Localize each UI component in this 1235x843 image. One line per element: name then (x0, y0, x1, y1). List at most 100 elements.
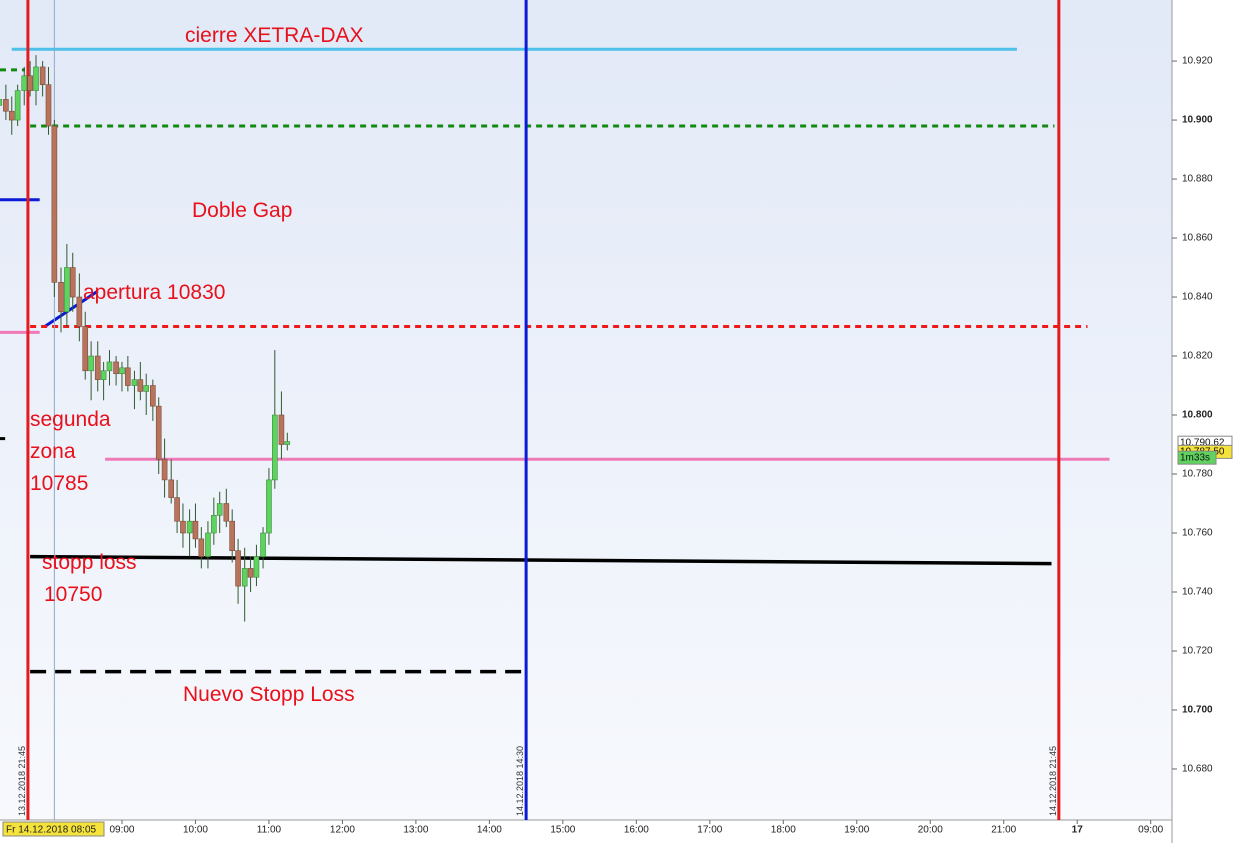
x-tick-label: 10:00 (183, 825, 208, 836)
candle-body (168, 479, 175, 498)
candle-body (278, 414, 285, 445)
candle-body (3, 99, 9, 112)
candle-body (76, 296, 83, 327)
candle-body (119, 367, 125, 375)
candle-body (216, 503, 223, 516)
candle-body (143, 385, 150, 392)
timer-box (1177, 450, 1217, 465)
candle-body (33, 66, 39, 91)
candle-body (8, 110, 15, 121)
candle-body (0, 99, 3, 106)
y-axis-panel (1172, 0, 1235, 843)
candle-body (106, 361, 113, 372)
y-tick-label: 10.880 (1182, 174, 1213, 185)
y-tick-label: 10.800 (1182, 410, 1213, 421)
y-tick-label: 10.840 (1182, 292, 1213, 303)
candle-body (211, 515, 217, 534)
x-tick-label: 15:00 (550, 825, 575, 836)
x-tick-label: 21:00 (991, 825, 1016, 836)
y-tick-label: 10.860 (1182, 233, 1213, 244)
candle-body (247, 568, 254, 578)
x-tick-label: 13:00 (403, 825, 428, 836)
candle-body (82, 326, 89, 372)
x-tick-label: 12:00 (330, 825, 355, 836)
x-tick-label: 11:00 (257, 825, 282, 836)
candle-body (39, 66, 46, 85)
level-line (43, 289, 99, 328)
y-tick-label: 10.920 (1182, 56, 1213, 67)
y-tick-label: 10.780 (1182, 469, 1213, 480)
candle-body (284, 441, 291, 445)
annotation: 10750 (44, 583, 102, 606)
candle-body (150, 385, 156, 407)
vertical-line-label: 14.12.2018 21:45 (1048, 746, 1058, 816)
candle-body (180, 520, 186, 534)
annotation: 10785 (30, 472, 88, 495)
candle-body (223, 503, 230, 522)
level-line (30, 554, 1052, 566)
annotation: apertura 10830 (83, 281, 225, 304)
cursor-label-box (2, 821, 105, 837)
x-tick-label: 20:00 (918, 825, 943, 836)
vertical-line-label: 14.12.2018 14:30 (515, 746, 525, 816)
candle-body (260, 532, 266, 557)
y-tick-label: 10.720 (1182, 646, 1213, 657)
x-tick-label: 17 (1072, 825, 1084, 836)
cursor-label: Fr 14.12.2018 08:05 (6, 825, 97, 836)
y-tick-label: 10.740 (1182, 587, 1213, 598)
candle-body (125, 367, 131, 386)
candle-body (58, 281, 64, 313)
candle-body (113, 361, 119, 375)
y-tick-label: 10.680 (1182, 764, 1213, 775)
candle-body (272, 414, 278, 481)
candle-body (94, 355, 101, 380)
timer-label: 1m33s (1180, 452, 1210, 463)
candle-body (174, 497, 180, 522)
plot-background (0, 0, 1172, 820)
candle-body (27, 75, 33, 91)
candle-body (14, 90, 21, 121)
y-tick-label: 10.760 (1182, 528, 1213, 539)
y-tick-label: 10.820 (1182, 351, 1213, 362)
candle-body (51, 125, 58, 283)
annotation: Nuevo Stopp Loss (183, 683, 355, 706)
candle-body (241, 568, 248, 587)
candle-body (100, 370, 107, 380)
candle-body (131, 379, 138, 386)
x-axis-panel (0, 820, 1172, 843)
candle-body (186, 520, 193, 534)
candle-body (45, 84, 52, 127)
candle-body (253, 556, 260, 578)
candle-body (192, 520, 199, 540)
annotation: Doble Gap (192, 199, 292, 222)
candle-body (64, 267, 70, 313)
annotation: zona (30, 440, 76, 463)
annotation: cierre XETRA-DAX (185, 24, 364, 47)
x-tick-label: 17:00 (697, 825, 722, 836)
candle-body (266, 479, 272, 534)
candle-body (205, 532, 211, 557)
candle-body (155, 405, 162, 460)
candle-body (161, 458, 168, 481)
candle-body (137, 379, 144, 392)
x-tick-label: 14:00 (477, 825, 502, 836)
x-tick-label: 19:00 (844, 825, 869, 836)
x-tick-label: 16:00 (624, 825, 649, 836)
candle-body (69, 267, 76, 298)
y-tick-label: 10.900 (1182, 115, 1213, 126)
x-tick-label: 09:00 (109, 825, 134, 836)
y-tick-label: 10.700 (1182, 705, 1213, 716)
vertical-line-label: 13.12.2018 21:45 (17, 746, 27, 816)
x-tick-label: 18:00 (771, 825, 796, 836)
x-tick-label: 09:00 (1138, 825, 1163, 836)
annotation: segunda (30, 408, 111, 431)
candle-body (88, 355, 94, 372)
candle-body (198, 538, 205, 557)
annotation: stopp loss (42, 551, 137, 574)
candle-body (229, 520, 235, 551)
candle-body (235, 550, 241, 587)
price-marker-label: 10.790,62 (1180, 437, 1225, 448)
candle-body (21, 75, 28, 91)
